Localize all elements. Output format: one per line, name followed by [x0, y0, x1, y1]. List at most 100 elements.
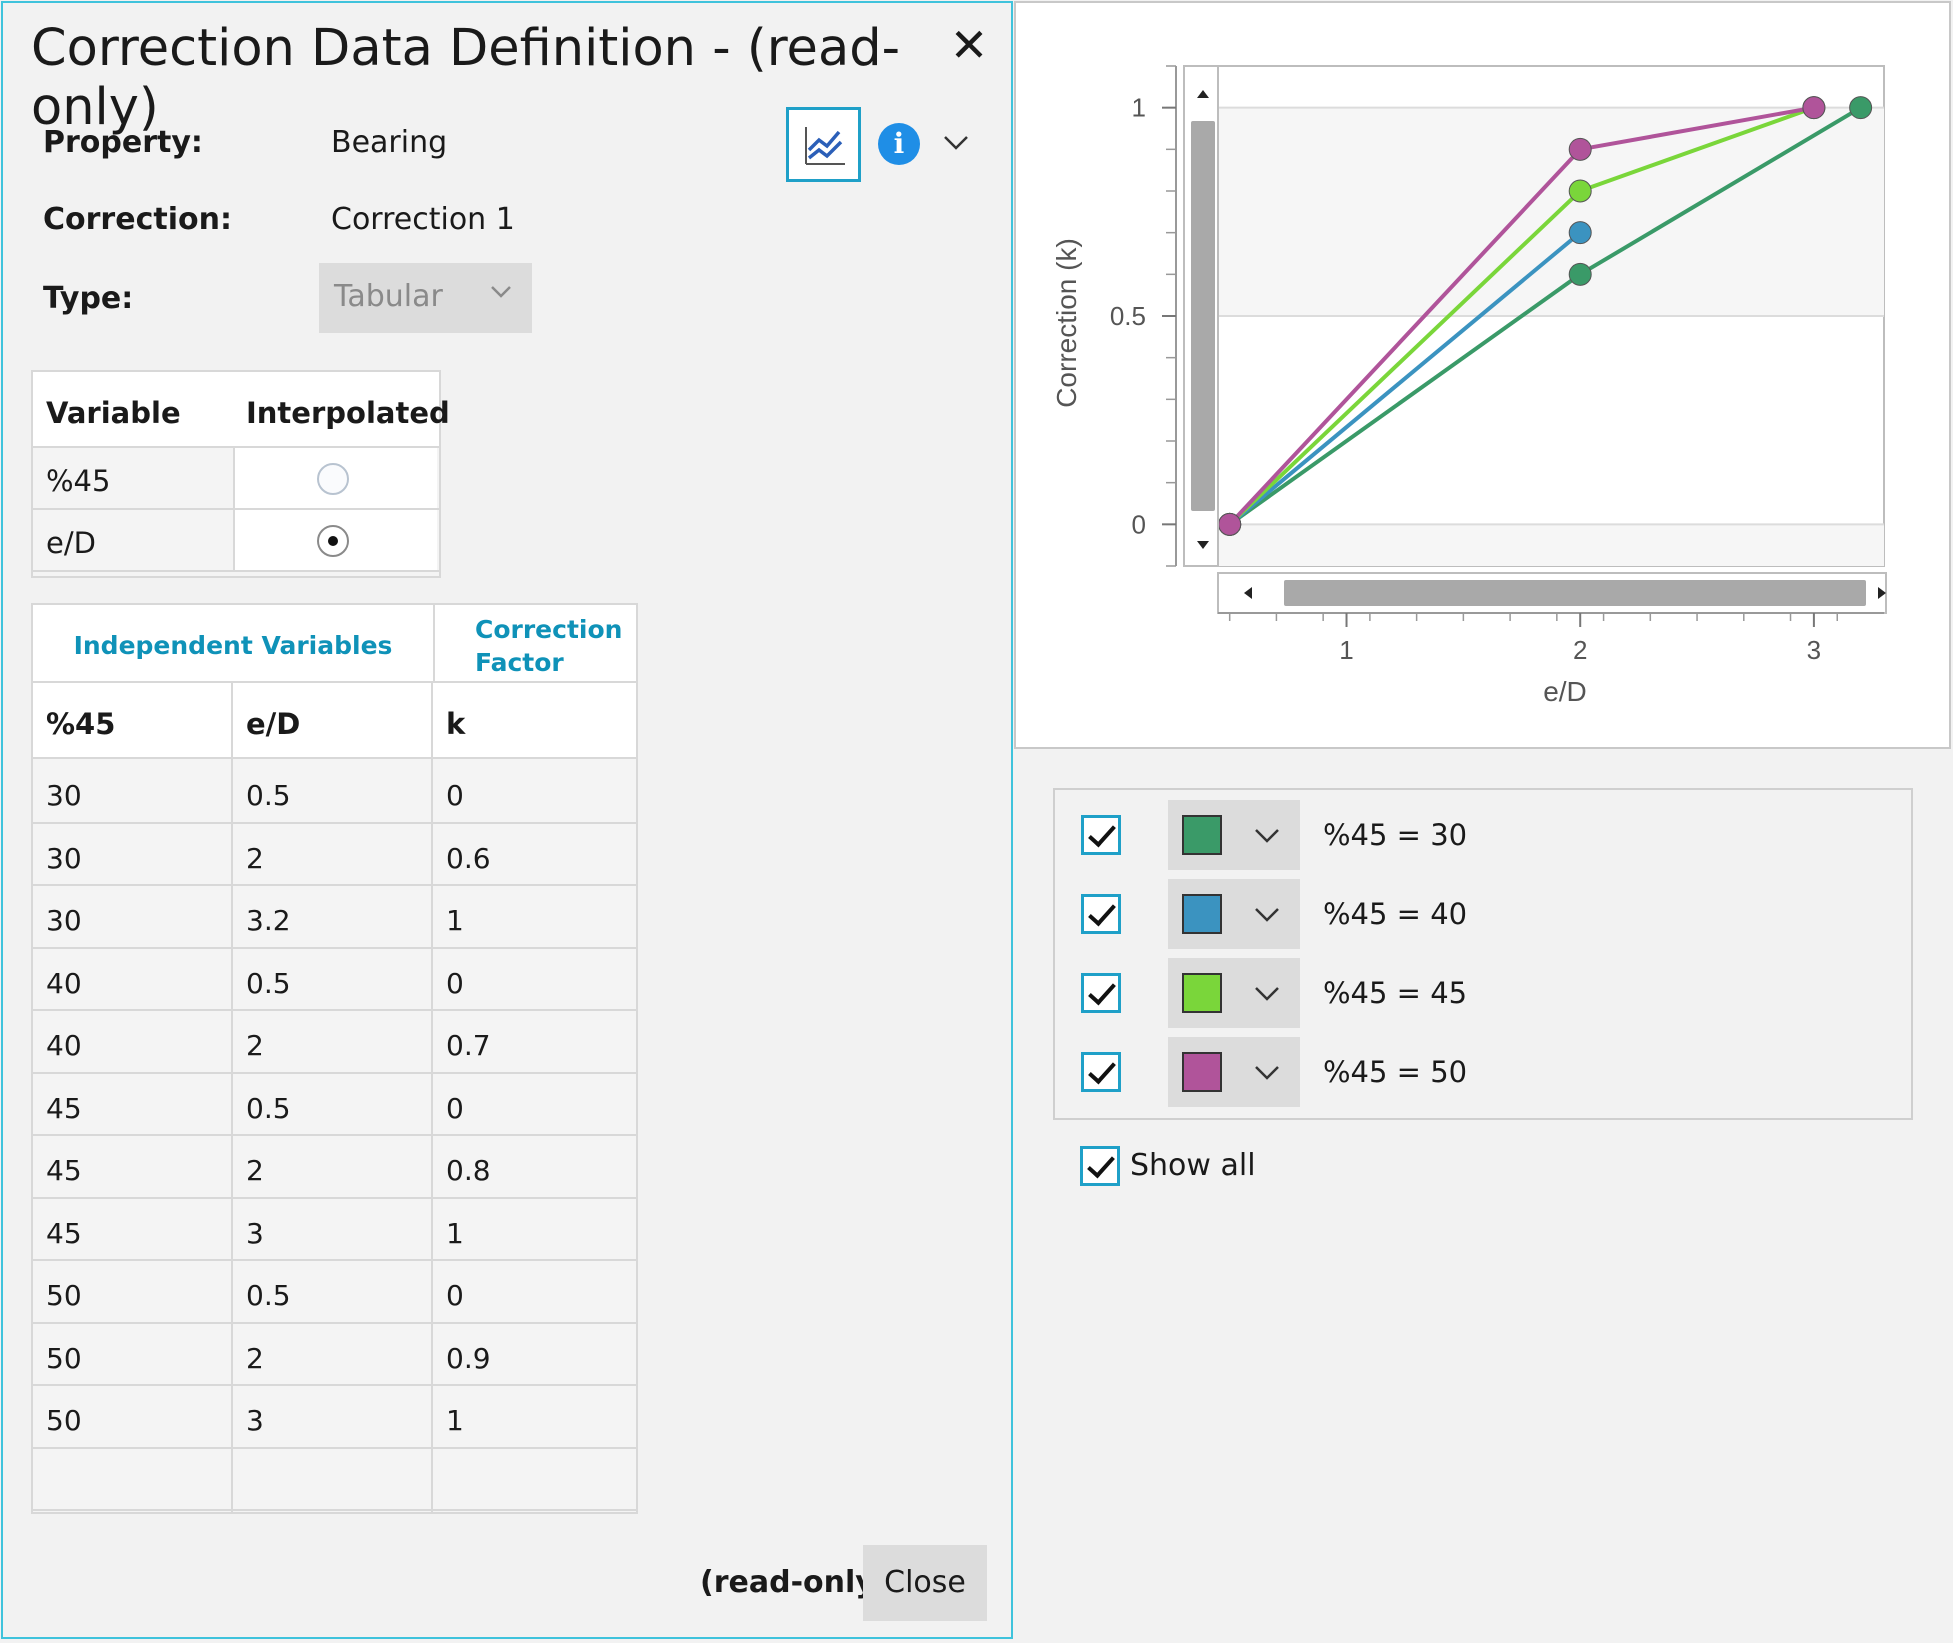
property-value: Bearing: [331, 125, 448, 160]
y-axis-label: Correction (k): [1051, 238, 1082, 408]
cell-p45: 45: [46, 1091, 82, 1125]
series-color-dropdown[interactable]: [1168, 800, 1300, 870]
cell-ed: 3: [246, 1404, 264, 1437]
table-row[interactable]: 30 2 0.6: [33, 824, 636, 886]
column-header-ed: e/D: [246, 707, 301, 741]
group-header-correction-factor: Correction Factor: [433, 605, 636, 681]
scroll-down-icon[interactable]: [1197, 541, 1209, 549]
chart-panel: 0 0.5 1 1 2 3 e/D Correction (k): [1014, 1, 1951, 749]
series-color-dropdown[interactable]: [1168, 879, 1300, 949]
table-row[interactable]: 40 2 0.7: [33, 1011, 636, 1074]
type-select-value: Tabular: [334, 279, 443, 314]
series-visibility-checkbox[interactable]: [1081, 973, 1121, 1013]
table-row[interactable]: 50 0.5 0: [33, 1261, 636, 1324]
correction-data-table: Independent Variables Correction Factor …: [31, 603, 638, 1514]
scroll-right-icon[interactable]: [1878, 587, 1886, 599]
legend-label: %45 = 45: [1323, 976, 1468, 1010]
cell-ed: 2: [246, 1029, 264, 1062]
series-color-swatch: [1182, 1052, 1222, 1092]
data-point[interactable]: [1802, 96, 1826, 120]
data-point[interactable]: [1849, 96, 1873, 120]
interpolated-radio-selected: [317, 525, 349, 557]
variables-table: Variable Interpolated %45 e/D: [31, 370, 450, 578]
cell-k: 1: [446, 1216, 464, 1250]
plot-band: [1218, 524, 1884, 566]
series-color-swatch: [1182, 973, 1222, 1013]
x-axis-label: e/D: [1543, 676, 1587, 707]
table-row[interactable]: 30 3.2 1: [33, 886, 636, 949]
legend-item: %45 = 50: [1075, 1037, 1895, 1107]
close-button[interactable]: Close: [863, 1545, 987, 1621]
cell-k: 0.8: [446, 1154, 491, 1187]
table-row[interactable]: 50 3 1: [33, 1386, 636, 1449]
cell-p45: 30: [46, 904, 82, 937]
table-row: e/D: [33, 510, 439, 572]
series-line: [1228, 231, 1582, 526]
table-row: %45: [33, 448, 439, 510]
cell-k: 1: [446, 904, 464, 937]
show-all-checkbox[interactable]: [1080, 1146, 1120, 1186]
column-header-p45: %45: [46, 707, 116, 741]
table-row[interactable]: 30 0.5 0: [33, 761, 636, 824]
cell-ed: 3.2: [246, 904, 291, 937]
chevron-down-icon[interactable]: [943, 135, 969, 151]
data-point[interactable]: [1568, 262, 1592, 286]
column-divider: [231, 683, 233, 1512]
close-icon[interactable]: ✕: [949, 18, 989, 72]
table-row[interactable]: 40 0.5 0: [33, 949, 636, 1011]
data-point[interactable]: [1218, 512, 1242, 536]
cell-ed: 0.5: [246, 779, 291, 812]
cell-ed: 2: [246, 841, 264, 875]
cell-p45: 30: [46, 779, 82, 812]
table-row[interactable]: 45 0.5 0: [33, 1074, 636, 1136]
scroll-up-icon[interactable]: [1197, 90, 1209, 98]
group-header-independent: Independent Variables: [73, 631, 393, 660]
chart-toggle-button[interactable]: [786, 107, 861, 182]
x-tick-label: 3: [1807, 635, 1821, 665]
y-tick-label: 0.5: [1110, 301, 1146, 331]
column-header-interpolated: Interpolated: [246, 396, 450, 430]
cell-ed: 3: [246, 1216, 264, 1250]
variable-name: %45: [46, 464, 111, 498]
series-color-dropdown[interactable]: [1168, 958, 1300, 1028]
cell-k: 0.9: [446, 1341, 491, 1375]
cell-p45: 50: [46, 1279, 82, 1312]
y-tick-label: 1: [1132, 93, 1146, 123]
type-label: Type:: [43, 281, 134, 316]
correction-dialog: Correction Data Definition - (read-only)…: [1, 1, 1013, 1639]
info-icon[interactable]: i: [878, 123, 920, 165]
table-row[interactable]: [33, 1449, 636, 1511]
series-visibility-checkbox[interactable]: [1081, 894, 1121, 934]
cell-p45: 50: [46, 1404, 82, 1437]
cell-p45: 45: [46, 1216, 82, 1250]
table-column-header: %45 e/D k: [33, 683, 636, 759]
dialog-title: Correction Data Definition - (read-only): [31, 19, 900, 137]
horizontal-scrollbar-thumb[interactable]: [1284, 580, 1866, 606]
chevron-down-icon: [1255, 1066, 1279, 1080]
x-tick-label: 1: [1339, 635, 1353, 665]
plot-band: [1218, 107, 1884, 317]
cell-ed: 0.5: [246, 1279, 291, 1312]
data-point[interactable]: [1568, 137, 1592, 161]
table-row[interactable]: 45 2 0.8: [33, 1136, 636, 1199]
scroll-left-icon[interactable]: [1244, 587, 1252, 599]
series-color-dropdown[interactable]: [1168, 1037, 1300, 1107]
legend-item: %45 = 30: [1075, 800, 1895, 870]
series-color-swatch: [1182, 894, 1222, 934]
series-visibility-checkbox[interactable]: [1081, 815, 1121, 855]
table-row[interactable]: 45 3 1: [33, 1199, 636, 1261]
chevron-down-icon: [491, 286, 511, 298]
cell-p45: 50: [46, 1341, 82, 1375]
chevron-down-icon: [1255, 908, 1279, 922]
cell-k: 0.7: [446, 1029, 491, 1062]
table-row[interactable]: 50 2 0.9: [33, 1324, 636, 1386]
vertical-scrollbar-thumb[interactable]: [1191, 121, 1215, 511]
data-point[interactable]: [1568, 221, 1592, 245]
correction-value: Correction 1: [331, 202, 515, 237]
legend-label: %45 = 30: [1323, 818, 1468, 852]
show-all-label: Show all: [1130, 1148, 1256, 1183]
cell-p45: 45: [46, 1154, 82, 1187]
series-visibility-checkbox[interactable]: [1081, 1052, 1121, 1092]
data-point[interactable]: [1568, 179, 1592, 203]
show-all-toggle[interactable]: Show all: [1080, 1146, 1380, 1190]
